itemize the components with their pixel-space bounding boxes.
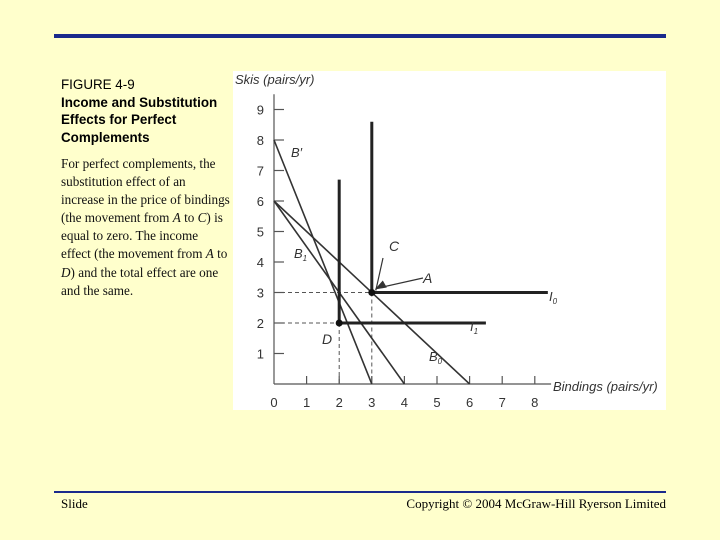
x-tick-label: 4: [401, 395, 408, 410]
figure-title: Income and Substitution Effects for Perf…: [61, 94, 218, 145]
top-rule: [54, 34, 666, 38]
y-tick-label: 3: [257, 286, 264, 301]
y-tick-label: 8: [257, 133, 264, 148]
footer-slide-label: Slide: [61, 496, 88, 511]
point-marker: [368, 289, 376, 296]
x-tick-label: 7: [499, 395, 506, 410]
indifference-curve-label: I1: [470, 319, 478, 336]
point-label: A: [422, 270, 432, 286]
caption-text: ) is equal to zero. The income effect (t…: [61, 210, 223, 262]
caption-text: to: [180, 210, 198, 226]
caption-text: ) and the total effect are one and the s…: [61, 264, 219, 298]
x-tick-label: 8: [531, 395, 538, 410]
indifference-curve-label: I0: [549, 289, 558, 306]
footer-copyright: Copyright © 2004 McGraw-Hill Ryerson Lim…: [406, 496, 666, 511]
axes: 1 2 3 4 5 6 7 8 9 0 1 2 3 4 5 6 7 8 Skis (pairs/yr) Binding…: [235, 72, 658, 410]
bottom-rule: [54, 491, 666, 493]
figure-caption: For perfect complements, the substitutio…: [61, 155, 231, 300]
y-tick-label: 6: [257, 194, 264, 209]
x-tick-label: 5: [433, 395, 440, 410]
indifference-curve: [370, 121, 548, 294]
arrow-head: [374, 280, 387, 290]
y-tick-label: 1: [257, 347, 264, 362]
indifference-curve: [337, 179, 486, 325]
budget-line-label: B′: [291, 145, 303, 160]
diagram-labels: B′ B1 B0 I0 I1 A C D: [291, 145, 558, 366]
y-tick-label: 9: [257, 103, 264, 118]
budget-line: [273, 139, 373, 385]
budget-line-label: B1: [294, 246, 307, 263]
x-tick-label: 3: [368, 395, 375, 410]
point-label: C: [389, 238, 400, 254]
y-tick-label: 7: [257, 164, 264, 179]
caption-point-label: D: [61, 264, 71, 280]
x-tick-label: 0: [270, 395, 277, 410]
point-marker: [335, 319, 343, 327]
arrow-shaft: [375, 257, 384, 291]
y-tick-label: 2: [257, 316, 264, 331]
figure-number: FIGURE 4-9: [61, 77, 135, 92]
y-tick-label: 5: [257, 225, 264, 240]
caption-text: For perfect complements, the substitutio…: [61, 156, 230, 226]
budget-line-label: B0: [429, 349, 443, 366]
diagram-panel: 1 2 3 4 5 6 7 8 9 0 1 2 3 4 5 6 7 8 Skis (pairs/yr) Binding…: [233, 71, 666, 410]
diagram-svg: 1 2 3 4 5 6 7 8 9 0 1 2 3 4 5 6 7 8 Skis (pairs/yr) Binding…: [235, 72, 658, 410]
figure-heading: FIGURE 4-9 Income and Substitution Effec…: [61, 76, 231, 146]
caption-point-label: A: [172, 210, 181, 226]
y-axis-label: Skis (pairs/yr): [235, 72, 314, 87]
y-tick-label: 4: [257, 255, 264, 270]
caption-point-label: C: [197, 210, 207, 226]
x-axis-label: Bindings (pairs/yr): [553, 379, 658, 394]
x-tick-label: 1: [303, 395, 310, 410]
caption-text: to: [213, 246, 228, 262]
caption-point-label: A: [205, 246, 214, 262]
x-tick-label: 6: [466, 395, 473, 410]
point-label: D: [322, 331, 332, 347]
x-tick-label: 2: [336, 395, 343, 410]
